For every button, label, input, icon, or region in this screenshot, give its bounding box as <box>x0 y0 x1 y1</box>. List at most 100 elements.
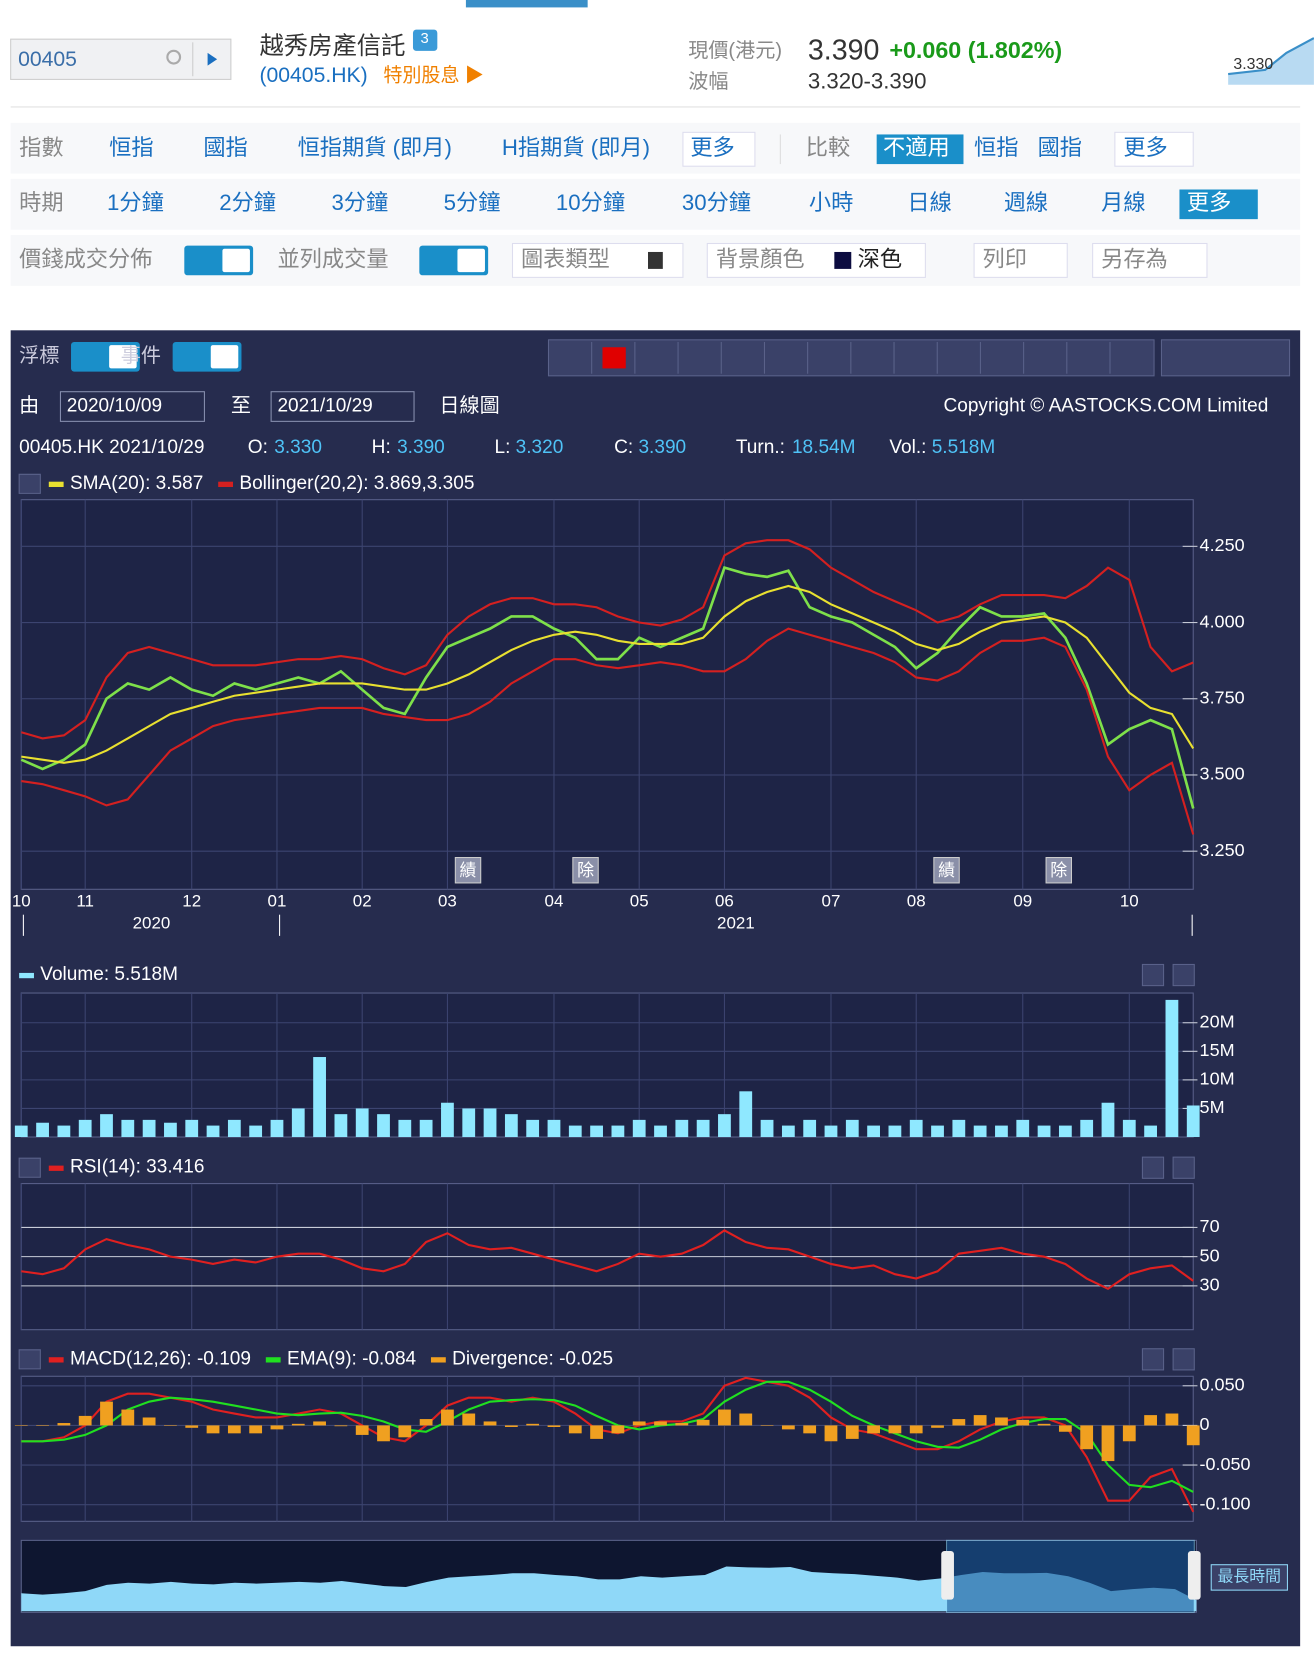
bar <box>654 1125 667 1138</box>
active-tab[interactable] <box>465 0 588 8</box>
stock-code[interactable]: 00405 <box>18 48 77 71</box>
navigator-handle[interactable] <box>941 1550 954 1600</box>
toolbar-row <box>10 178 1301 230</box>
x-tick-label: 03 <box>438 891 457 910</box>
index-option[interactable]: 國指 <box>203 135 247 160</box>
navigator-window[interactable] <box>946 1539 1195 1613</box>
zoom-tools[interactable] <box>1160 339 1291 377</box>
info-value: 18.54M <box>792 437 856 458</box>
period-option[interactable]: 月線 <box>1101 190 1145 215</box>
bar <box>824 1425 838 1442</box>
search-icon[interactable] <box>166 49 182 65</box>
bar <box>1058 1125 1072 1138</box>
bar <box>590 1125 603 1138</box>
range-button[interactable] <box>1210 1564 1288 1591</box>
bar <box>931 1125 944 1138</box>
bar <box>760 1425 774 1426</box>
panel-button[interactable] <box>1141 1156 1165 1179</box>
background-value[interactable]: 深色 <box>858 246 902 271</box>
toggle-knob[interactable] <box>222 248 250 273</box>
toggle-knob[interactable] <box>109 345 137 369</box>
panel-button[interactable] <box>1141 1348 1165 1371</box>
y-tick-label: -0.050 <box>1200 1454 1251 1474</box>
go-button[interactable] <box>207 52 218 66</box>
index-option[interactable]: 恒指期貨 (即月) <box>298 135 452 160</box>
compare-option[interactable]: 恒指 <box>974 135 1018 160</box>
price-change: +0.060 (1.802%) <box>889 37 1062 63</box>
compare-option[interactable]: 國指 <box>1038 135 1082 160</box>
date-box[interactable] <box>270 391 415 422</box>
more-button[interactable]: 更多 <box>690 135 734 160</box>
bar <box>419 1119 433 1138</box>
bar <box>334 1114 348 1138</box>
y-tick-label: -0.100 <box>1200 1493 1251 1513</box>
tool-color[interactable] <box>602 347 626 369</box>
bar <box>718 1409 731 1426</box>
date-box[interactable] <box>59 391 205 422</box>
search-box[interactable] <box>10 38 232 80</box>
period-option[interactable]: 小時 <box>809 190 853 215</box>
bar <box>568 1125 582 1138</box>
info-value: 3.390 <box>638 437 686 458</box>
more-selected[interactable] <box>1179 189 1258 220</box>
bar <box>718 1114 731 1138</box>
bar <box>1101 1102 1115 1138</box>
special-dividend[interactable]: 特別股息 ▶ <box>383 64 484 86</box>
panel-button[interactable] <box>1141 963 1165 987</box>
button-box[interactable] <box>1114 131 1194 167</box>
toggle-knob[interactable] <box>457 248 485 273</box>
compare-selected[interactable] <box>876 134 964 165</box>
collapse-button[interactable] <box>18 1157 41 1178</box>
panel-button[interactable] <box>1172 1156 1195 1179</box>
background[interactable]: 背景顏色 <box>716 246 805 271</box>
toggle-knob[interactable] <box>210 345 239 369</box>
period-option[interactable]: 2分鐘 <box>219 190 276 215</box>
more-button[interactable]: 更多 <box>1123 135 1167 160</box>
more-button[interactable]: 更多 <box>1187 190 1231 215</box>
event-marker[interactable] <box>1045 856 1073 884</box>
period-option[interactable]: 3分鐘 <box>331 190 388 215</box>
chart-type[interactable]: 圖表類型 <box>521 246 610 271</box>
button-box[interactable] <box>973 242 1068 278</box>
period-option[interactable]: 1分鐘 <box>107 190 164 215</box>
bar <box>504 1425 518 1427</box>
panel-button[interactable] <box>1172 1348 1195 1371</box>
badge[interactable] <box>412 29 438 51</box>
y-tick-label: 0 <box>1200 1414 1210 1434</box>
index-option[interactable]: 恒指 <box>109 135 153 160</box>
collapse-button[interactable] <box>18 473 41 494</box>
bar <box>888 1125 902 1138</box>
range-button-label[interactable]: 最長時間 <box>1218 1568 1282 1586</box>
period-option[interactable]: 5分鐘 <box>444 190 501 215</box>
navigator-area <box>21 1566 1197 1612</box>
bar <box>291 1423 305 1426</box>
panel-button[interactable] <box>1172 963 1195 987</box>
period-option[interactable]: 日線 <box>907 190 951 215</box>
date[interactable]: 2020/10/09 <box>67 396 162 417</box>
collapse-button[interactable] <box>18 1349 41 1370</box>
print[interactable]: 列印 <box>983 246 1027 271</box>
bar <box>1122 1119 1136 1138</box>
save-as[interactable]: 另存為 <box>1101 246 1168 271</box>
bar <box>547 1119 561 1138</box>
period-option[interactable]: 30分鐘 <box>682 190 751 215</box>
navigator-handle[interactable] <box>1187 1550 1201 1600</box>
bar <box>1186 1105 1200 1138</box>
label: 事件 <box>121 344 161 367</box>
period-option[interactable]: 10分鐘 <box>556 190 625 215</box>
event-marker[interactable] <box>572 856 599 884</box>
date[interactable]: 2021/10/29 <box>277 396 372 417</box>
event-marker[interactable] <box>933 856 960 884</box>
x-tick-label: 10 <box>1120 891 1139 910</box>
button-box[interactable] <box>682 131 756 167</box>
bar <box>739 1091 753 1138</box>
info-label: H: <box>372 437 391 458</box>
button-box[interactable] <box>706 242 926 278</box>
period-option[interactable]: 週線 <box>1004 190 1048 215</box>
event-marker[interactable] <box>454 856 482 884</box>
compare-option[interactable]: 不適用 <box>883 135 950 160</box>
button-box[interactable] <box>1092 242 1208 278</box>
bar <box>995 1125 1008 1138</box>
index-option[interactable]: H指期貨 (即月) <box>502 135 650 160</box>
